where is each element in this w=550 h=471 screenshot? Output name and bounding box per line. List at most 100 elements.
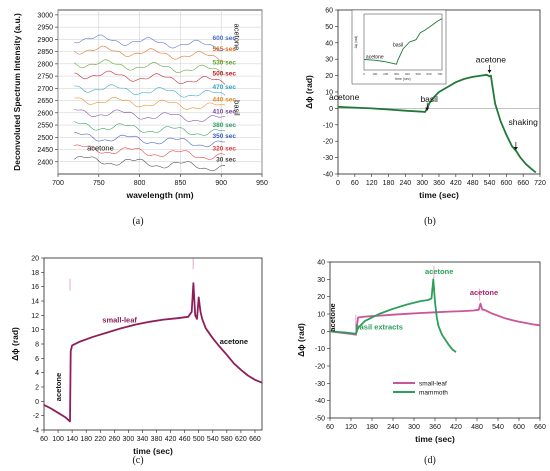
- series-label: 410 sec: [213, 109, 237, 116]
- series-line: [74, 59, 226, 76]
- inset-y-axis-label: Δϕ (rad): [354, 36, 358, 49]
- y-tick-label: 8: [35, 342, 39, 349]
- series-line: [337, 73, 537, 174]
- x-tick-label: 600: [513, 424, 525, 431]
- x-axis-label: time (sec): [415, 434, 455, 444]
- chart-panel-c: 60 100 140 180 220 260 300 340 380 420 460 500 540 58…: [10, 256, 263, 466]
- x-tick-label: 0: [336, 180, 340, 187]
- y-tick-label: 40: [317, 260, 325, 267]
- y-axis-label: Δϕ (rad): [10, 327, 20, 361]
- x-tick-label: 540: [492, 424, 504, 431]
- y-tick-label: -30: [323, 155, 333, 162]
- x-tick-label: 460: [179, 436, 191, 443]
- y-tick-label: 2500: [37, 135, 53, 142]
- y-tick-label: 16: [31, 284, 39, 291]
- y-tick-label: 2400: [37, 159, 53, 166]
- x-tick-label: 660: [534, 424, 546, 431]
- y-tick-label: 10: [31, 327, 39, 334]
- annotation: shaking: [509, 117, 539, 127]
- x-tick-label: 500: [193, 436, 205, 443]
- y-tick-label: 20: [317, 294, 325, 301]
- inset-x-axis-label: time (sec): [395, 77, 410, 81]
- inset-annotation: basil: [393, 43, 403, 49]
- x-tick-label: 620: [235, 436, 247, 443]
- series-label: 30 sec: [216, 156, 236, 163]
- y-tick-label: 20: [31, 256, 39, 263]
- y-tick-label: 2700: [37, 86, 53, 93]
- series-line: [329, 278, 457, 353]
- annotation: acetone: [220, 337, 248, 346]
- y-tick-label: 14: [31, 299, 39, 306]
- series-line: [74, 34, 226, 51]
- inset-series-line: [363, 18, 443, 65]
- x-tick-label: 60: [351, 180, 359, 187]
- series-label: 600 sec: [213, 35, 237, 42]
- x-tick-label: 120: [366, 180, 378, 187]
- y-tick-label: 3000: [37, 12, 53, 19]
- x-tick-label: 260: [108, 436, 120, 443]
- series-label: 565 sec: [213, 46, 237, 53]
- series-label: 530 sec: [213, 60, 237, 67]
- y-tick-label: 2900: [37, 37, 53, 44]
- series-label: 380 sec: [213, 122, 237, 129]
- series-line: [74, 108, 226, 122]
- y-tick-label: 0: [35, 399, 39, 406]
- y-tick-label: 2950: [37, 25, 53, 32]
- y-tick-label: 30: [317, 277, 325, 284]
- x-axis-label: wavelength (nm): [125, 190, 193, 200]
- series-line: [74, 70, 226, 85]
- x-tick-label: 420: [450, 424, 462, 431]
- y-tick-label: 2: [35, 385, 39, 392]
- series-label: 470 sec: [213, 84, 237, 91]
- inset-x-tick-label: 0: [363, 72, 365, 76]
- y-tick-label: 0: [321, 329, 325, 336]
- y-tick-label: -10: [323, 122, 333, 129]
- annotation: basil: [420, 94, 438, 104]
- arrow-head: [513, 147, 518, 151]
- y-tick-label: -10: [315, 346, 325, 353]
- x-tick-label: 950: [256, 180, 268, 187]
- legend-label: mammoth: [419, 390, 448, 397]
- x-axis-label: time (sec): [419, 190, 459, 200]
- annotation: basil: [232, 100, 241, 116]
- y-tick-label: 4: [35, 370, 39, 377]
- x-tick-label: 420: [450, 180, 462, 187]
- x-tick-label: 580: [221, 436, 233, 443]
- x-tick-label: 380: [151, 436, 163, 443]
- y-tick-label: 20: [325, 73, 333, 80]
- y-tick-label: 60: [325, 8, 333, 15]
- panel-label: (d): [424, 455, 436, 466]
- series-line: [43, 282, 263, 423]
- series-label: 440 sec: [213, 96, 237, 103]
- y-tick-label: -20: [315, 364, 325, 371]
- series-line: [329, 302, 541, 336]
- x-tick-label: 100: [52, 436, 64, 443]
- x-tick-label: 360: [433, 180, 445, 187]
- y-tick-label: -4: [33, 428, 39, 435]
- x-tick-label: 720: [534, 180, 546, 187]
- x-tick-label: 300: [416, 180, 428, 187]
- y-tick-label: 18: [31, 270, 39, 277]
- annotation: acetone: [232, 24, 241, 51]
- arrow-head: [487, 69, 492, 73]
- y-tick-label: 50: [325, 24, 333, 31]
- x-tick-label: 180: [80, 436, 92, 443]
- y-tick-label: -30: [315, 381, 325, 388]
- inset-x-tick-label: 500: [416, 72, 421, 76]
- x-tick-label: 220: [94, 436, 106, 443]
- inset-x-tick-label: 100: [372, 72, 377, 76]
- arrow-head: [425, 107, 430, 111]
- x-tick-label: 660: [249, 436, 261, 443]
- x-tick-label: 140: [66, 436, 78, 443]
- x-tick-label: 180: [383, 180, 395, 187]
- annotation: acetone: [329, 92, 360, 102]
- series-line: [74, 132, 226, 148]
- y-axis-label: Deconvoluted Spectrum Intensity (a.u.): [12, 13, 22, 171]
- y-tick-label: 0: [329, 106, 333, 113]
- inset-plot-frame: [363, 13, 443, 71]
- series-line: [74, 45, 226, 62]
- y-tick-label: -20: [323, 139, 333, 146]
- x-tick-label: 540: [484, 180, 496, 187]
- series-label: 350 sec: [213, 133, 237, 140]
